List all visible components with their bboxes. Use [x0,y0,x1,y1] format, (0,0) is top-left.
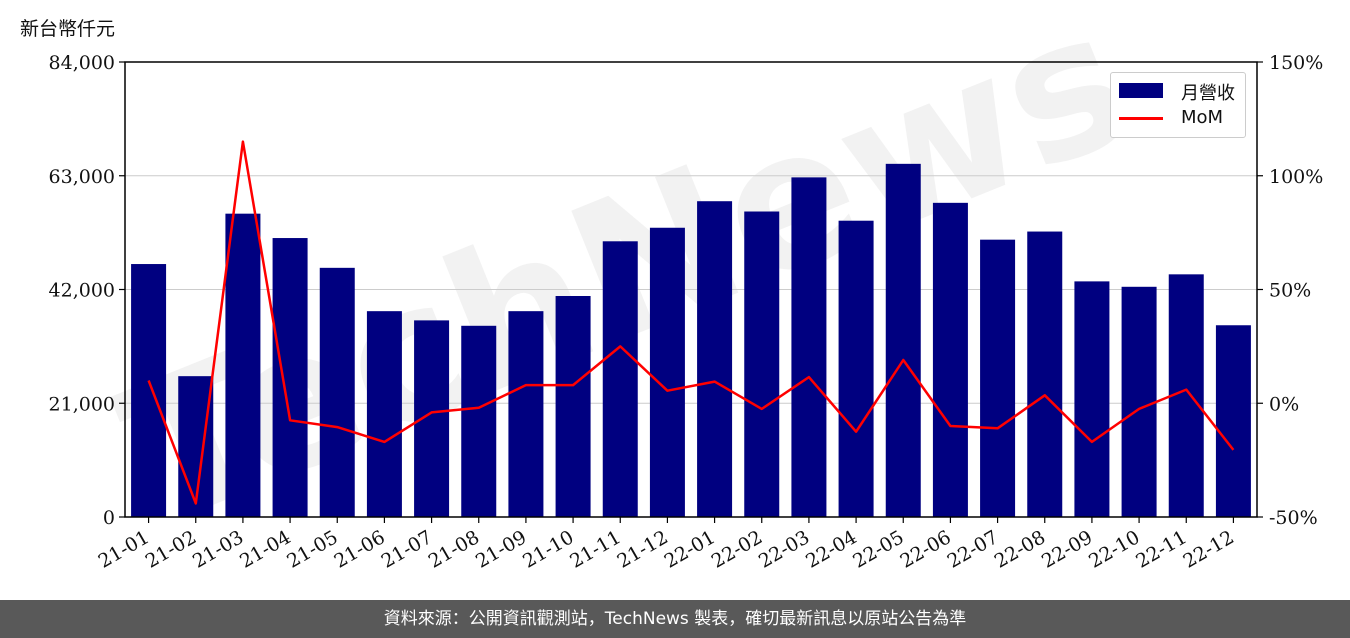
x-axis-tick-label: 22-07 [944,526,1002,572]
right-axis-tick-label: 150% [1269,52,1323,74]
x-axis-tick-label: 21-07 [378,526,436,572]
x-axis-tick-label: 21-09 [472,526,530,572]
revenue-bar [1027,231,1063,517]
x-axis-tick-label: 21-05 [283,526,341,572]
source-footer: 資料來源：公開資訊觀測站，TechNews 製表，確切最新訊息以原站公告為準 [0,600,1350,638]
revenue-bar [461,325,497,517]
legend-swatch-bar [1119,83,1163,98]
x-axis-tick-label: 22-03 [755,526,813,572]
legend-item-revenue: 月營收 [1117,77,1241,104]
x-axis-tick-label: 22-05 [849,526,907,572]
x-axis-tick-label: 22-06 [896,526,954,572]
x-axis-tick-label: 21-08 [425,526,483,572]
revenue-bar [1074,281,1110,517]
mom-line-series [147,140,1235,505]
revenue-chart: TechNews 021,00042,00063,00084,000-50%0%… [49,0,1324,573]
mom-line [147,140,1235,505]
revenue-bar [838,220,874,518]
revenue-bar [932,202,968,518]
legend-swatch-line [1119,117,1163,120]
legend-item-mom: MoM [1117,105,1241,131]
right-axis-tick-label: 0% [1269,393,1299,415]
x-axis-tick-label: 21-12 [613,526,671,572]
left-axis-tick-label: 63,000 [49,166,115,188]
revenue-bar [1215,325,1251,517]
x-axis-tick-label: 21-06 [330,526,388,572]
revenue-bar [1121,286,1157,517]
left-axis-unit-label: 新台幣仟元 [20,18,116,40]
x-axis-tick-label: 22-08 [991,526,1049,572]
x-axis-tick-label: 22-12 [1179,526,1237,572]
chart-legend: 月營收 MoM [1110,72,1246,138]
revenue-bar [885,163,921,518]
x-axis-tick-label: 21-01 [95,526,153,572]
legend-label-revenue: 月營收 [1181,83,1235,104]
revenue-bar [555,296,591,517]
left-axis-tick-label: 84,000 [49,52,115,74]
revenue-bar [131,264,167,517]
axes: 0 21,000 42,000 63,000 84,000 -50% 0% 50% 100% 15… [49,52,1324,573]
revenue-bar [366,311,402,517]
left-axis-tick-label: 0 [103,507,115,529]
revenue-bar [272,238,308,517]
x-axis-tick-label: 22-10 [1085,526,1143,572]
revenue-bar [791,177,827,517]
right-axis-tick-label: -50% [1269,507,1318,529]
revenue-bar [980,239,1016,517]
x-axis-tick-label: 22-01 [661,526,719,572]
revenue-bar [744,211,780,517]
revenue-bar [602,241,638,517]
legend-label-mom: MoM [1181,107,1224,128]
left-axis-tick-label: 21,000 [49,393,115,415]
right-axis-tick-label: 50% [1269,280,1311,302]
x-axis-tick-label: 21-11 [566,526,624,572]
revenue-bar [697,201,733,518]
x-axis-tick-label: 21-10 [519,526,577,572]
revenue-bar [178,376,214,517]
revenue-bar [508,311,544,517]
revenue-bar [225,213,261,517]
revenue-bar [649,227,685,517]
x-axis-tick-label: 22-04 [802,526,860,572]
x-axis-tick-label: 22-11 [1132,526,1190,572]
x-axis-tick-label: 22-02 [708,526,766,572]
x-axis-tick-label: 22-09 [1038,526,1096,572]
left-axis-tick-label: 42,000 [49,280,115,302]
revenue-bar [319,267,355,517]
right-axis-tick-label: 100% [1269,166,1323,188]
